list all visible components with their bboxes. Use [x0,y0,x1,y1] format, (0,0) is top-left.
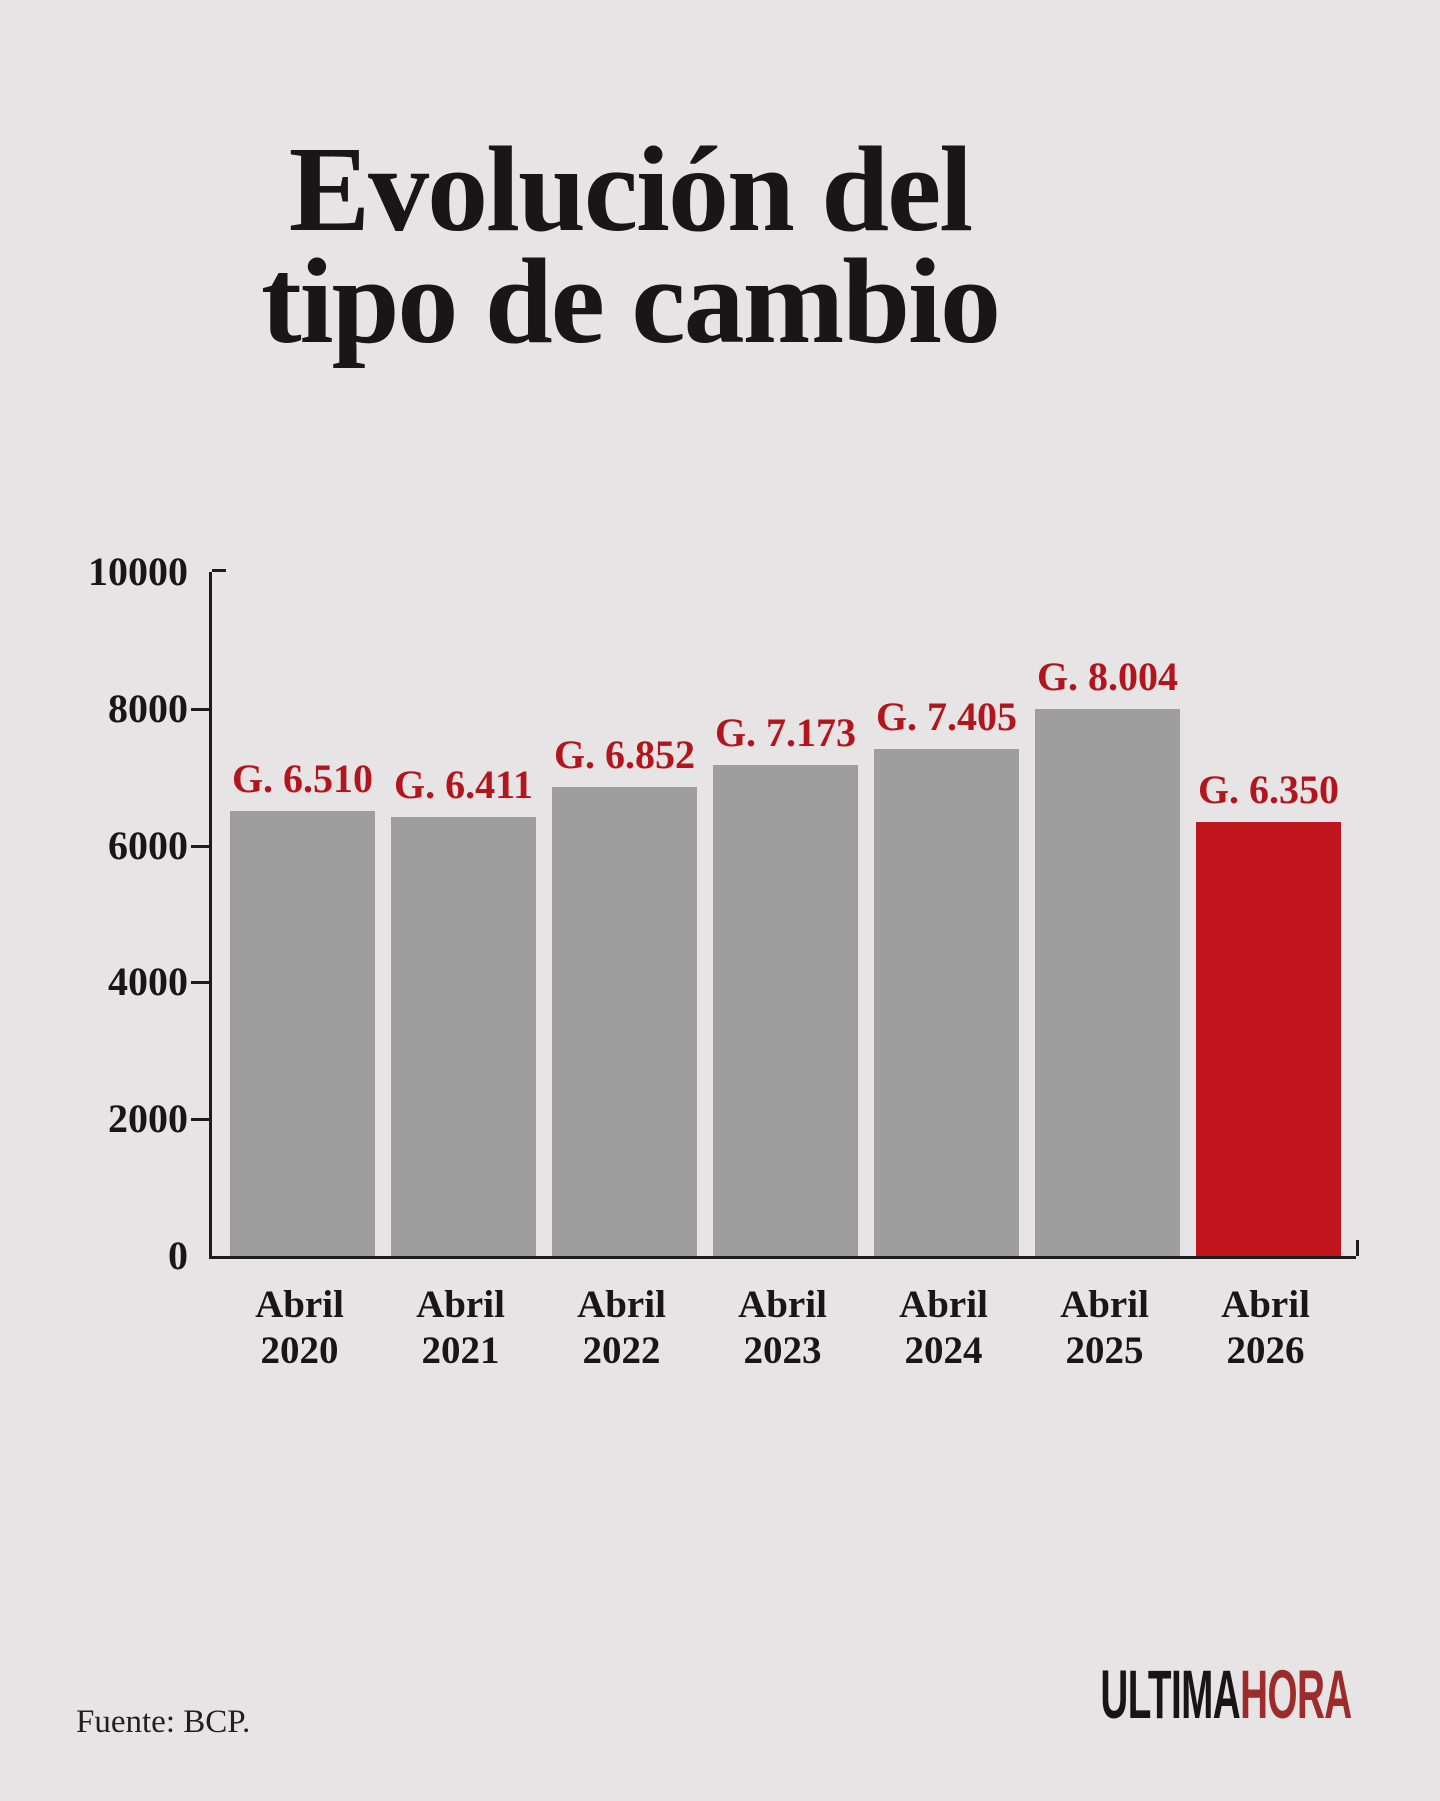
bar-abril-2025 [1035,709,1180,1256]
y-axis-tick-2000 [191,1118,209,1122]
bar-value-label-abril-2022: G. 6.852 [553,732,696,777]
logo-part-hora: HORA [1240,1656,1352,1733]
y-axis-label-4000: 4000 [108,959,188,1005]
x-axis-end-tick [1356,1240,1359,1256]
bar-value-label-abril-2025: G. 8.004 [1036,654,1179,699]
bar-abril-2023 [713,765,858,1256]
x-axis-label-abril-2023: Abril 2023 [738,1283,827,1372]
bar-abril-2021 [391,817,536,1256]
chart-title: Evolución del tipo de cambio [0,122,1260,369]
bar-value-label-abril-2021: G. 6.411 [394,762,533,807]
ultimahora-logo: ULTIMAHORA [1101,1660,1353,1729]
y-axis-label-10000: 10000 [88,549,188,594]
y-axis-tick-6000 [191,844,209,848]
bar-abril-2020 [230,811,375,1256]
y-axis-top-tick [212,569,226,572]
bar-value-label-abril-2026: G. 6.350 [1197,767,1340,812]
x-axis-label-abril-2025: Abril 2025 [1060,1283,1149,1372]
bar-abril-2024 [874,749,1019,1256]
bar-chart-plot-area: G. 6.510 G. 6.411 G. 6.852 G. 7.173 G. 7.405… [191,569,1359,1259]
x-axis-label-abril-2022: Abril 2022 [577,1283,666,1372]
x-axis-label-abril-2020: Abril 2020 [255,1283,344,1372]
y-axis-label-6000: 6000 [108,822,188,868]
logo-part-ultima: ULTIMA [1100,1656,1241,1733]
chart-title-line-2: tipo de cambio [261,234,1001,369]
chart-title-line-1: Evolución del [288,122,973,257]
y-axis-label-8000: 8000 [108,685,188,731]
y-axis-tick-4000 [191,981,209,985]
bar-value-label-abril-2023: G. 7.173 [714,710,857,755]
bar-value-label-abril-2024: G. 7.405 [875,694,1018,739]
x-axis-label-abril-2021: Abril 2021 [416,1283,505,1372]
y-axis-labels: 0 2000 4000 6000 8000 10000 [28,550,188,1278]
bar-value-label-abril-2020: G. 6.510 [231,756,374,801]
bar-abril-2022 [552,787,697,1256]
y-axis-label-2000: 2000 [108,1096,188,1142]
y-axis-label-0: 0 [168,1233,188,1278]
bar-abril-2026 [1196,822,1341,1256]
x-axis-labels: Abril 2020 Abril 2021 Abril 2022 Abril 2023 Abri… [209,1282,1353,1392]
x-axis-label-abril-2026: Abril 2026 [1221,1283,1310,1372]
y-axis-tick-8000 [191,707,209,711]
x-axis-label-abril-2024: Abril 2024 [899,1283,988,1372]
source-note: Fuente: BCP. [76,1704,251,1740]
